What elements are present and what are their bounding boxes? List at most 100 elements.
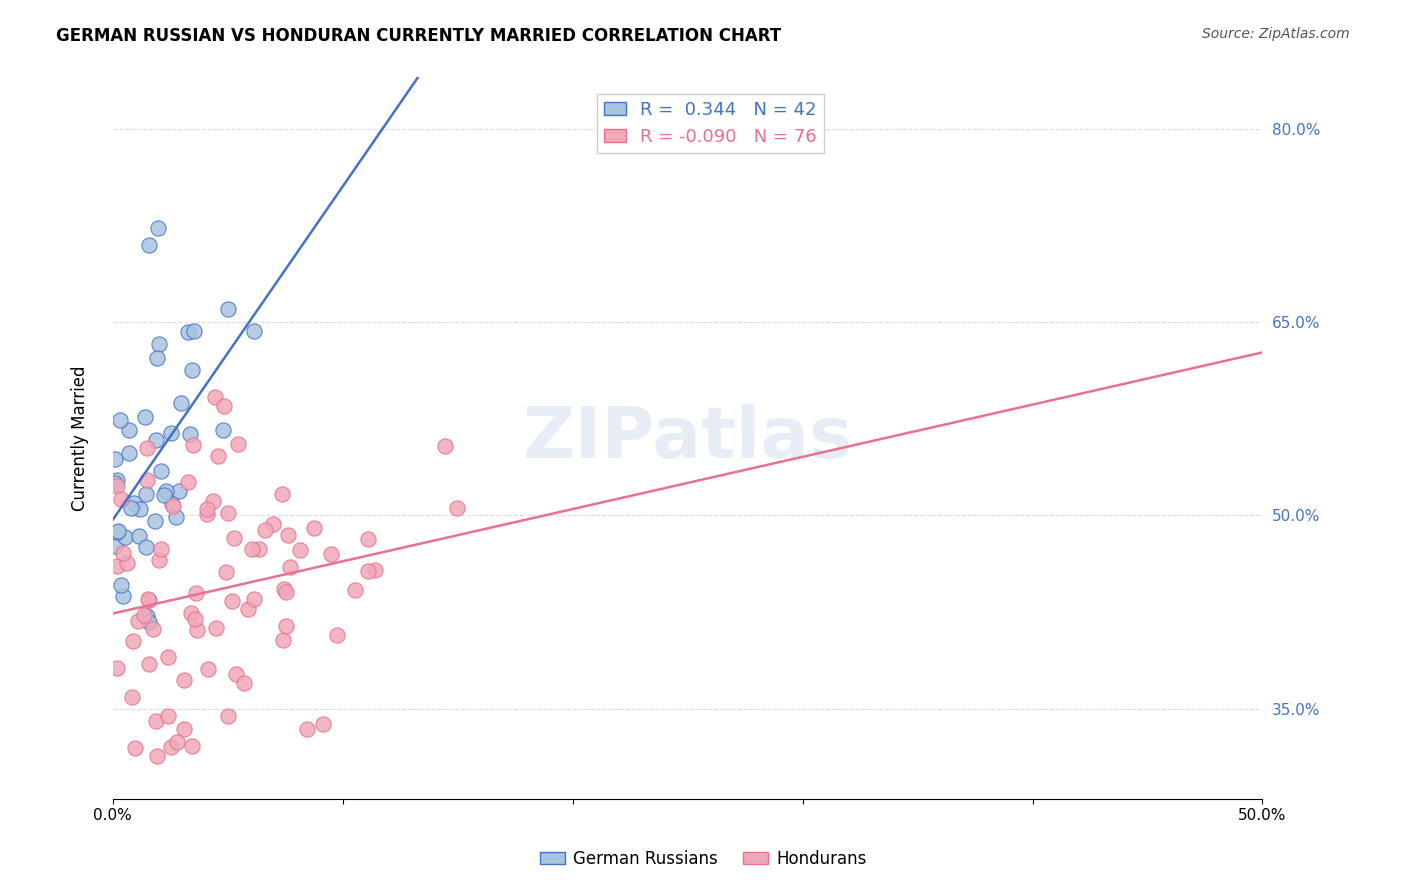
Hondurans xyxy=(321,547,343,561)
Hondurans xyxy=(138,593,160,607)
German Russians xyxy=(167,484,190,499)
Hondurans xyxy=(364,563,387,577)
Hondurans xyxy=(195,502,218,516)
German Russians xyxy=(108,412,131,426)
Hondurans xyxy=(232,676,254,690)
Hondurans xyxy=(162,500,184,514)
German Russians xyxy=(212,424,235,438)
German Russians xyxy=(105,474,128,488)
Hondurans xyxy=(228,436,250,450)
German Russians xyxy=(159,426,181,441)
German Russians xyxy=(104,451,127,466)
Hondurans xyxy=(212,399,235,413)
German Russians xyxy=(177,326,200,340)
Hondurans xyxy=(115,557,138,571)
German Russians xyxy=(135,609,157,624)
Hondurans xyxy=(121,690,143,704)
Hondurans xyxy=(145,714,167,728)
German Russians xyxy=(160,497,183,511)
Hondurans xyxy=(173,673,195,687)
Hondurans xyxy=(159,740,181,755)
German Russians xyxy=(153,487,176,501)
Hondurans xyxy=(278,560,301,574)
Hondurans xyxy=(217,506,239,520)
German Russians xyxy=(180,363,202,377)
Hondurans xyxy=(184,586,207,600)
Hondurans xyxy=(215,565,238,579)
Hondurans xyxy=(243,592,266,607)
Hondurans xyxy=(111,546,134,560)
German Russians xyxy=(243,324,266,338)
German Russians xyxy=(146,351,169,366)
German Russians xyxy=(145,434,167,448)
Hondurans xyxy=(181,438,204,452)
Hondurans xyxy=(124,740,146,755)
Hondurans xyxy=(312,717,335,731)
German Russians xyxy=(107,524,129,538)
Hondurans xyxy=(434,439,457,453)
Hondurans xyxy=(207,449,229,463)
Text: ZIPatlas: ZIPatlas xyxy=(523,403,852,473)
Hondurans xyxy=(276,618,298,632)
Hondurans xyxy=(156,709,179,723)
German Russians xyxy=(183,325,205,339)
German Russians xyxy=(111,589,134,603)
Hondurans xyxy=(225,667,247,681)
Hondurans xyxy=(446,500,468,515)
German Russians xyxy=(118,446,141,460)
Hondurans xyxy=(173,722,195,736)
Y-axis label: Currently Married: Currently Married xyxy=(72,366,89,511)
German Russians xyxy=(165,510,187,524)
Hondurans xyxy=(271,487,294,501)
German Russians xyxy=(134,410,156,425)
Hondurans xyxy=(141,622,163,636)
Hondurans xyxy=(146,748,169,763)
German Russians xyxy=(128,529,150,543)
German Russians xyxy=(124,496,146,510)
German Russians xyxy=(104,476,127,491)
Hondurans xyxy=(181,739,204,753)
German Russians xyxy=(155,483,177,498)
Hondurans xyxy=(136,591,159,606)
German Russians xyxy=(114,530,136,544)
German Russians xyxy=(128,502,150,516)
Hondurans xyxy=(357,564,380,578)
Hondurans xyxy=(344,583,367,598)
German Russians xyxy=(217,301,239,316)
German Russians xyxy=(135,487,157,501)
Hondurans xyxy=(166,735,188,749)
Hondurans xyxy=(262,517,284,532)
Hondurans xyxy=(273,582,295,597)
Hondurans xyxy=(274,585,297,599)
Hondurans xyxy=(156,650,179,665)
Hondurans xyxy=(122,633,145,648)
Text: Source: ZipAtlas.com: Source: ZipAtlas.com xyxy=(1202,27,1350,41)
German Russians xyxy=(170,396,193,410)
Hondurans xyxy=(297,722,319,736)
Hondurans xyxy=(202,494,225,508)
Hondurans xyxy=(138,657,160,671)
Hondurans xyxy=(136,473,159,487)
Hondurans xyxy=(254,523,277,537)
Hondurans xyxy=(205,621,228,635)
German Russians xyxy=(135,541,157,555)
Hondurans xyxy=(177,475,200,489)
Hondurans xyxy=(127,614,149,628)
Text: GERMAN RUSSIAN VS HONDURAN CURRENTLY MARRIED CORRELATION CHART: GERMAN RUSSIAN VS HONDURAN CURRENTLY MAR… xyxy=(56,27,782,45)
Hondurans xyxy=(105,661,128,675)
German Russians xyxy=(118,423,141,437)
Hondurans xyxy=(135,442,157,456)
German Russians xyxy=(148,337,170,351)
Hondurans xyxy=(150,541,173,556)
Hondurans xyxy=(134,607,156,622)
German Russians xyxy=(105,524,128,539)
Hondurans xyxy=(271,633,294,648)
Hondurans xyxy=(184,612,207,626)
Hondurans xyxy=(195,507,218,521)
Hondurans xyxy=(186,623,208,637)
German Russians xyxy=(138,615,160,629)
Hondurans xyxy=(148,553,170,567)
Hondurans xyxy=(204,390,226,404)
Hondurans xyxy=(247,541,270,556)
Hondurans xyxy=(236,602,259,616)
